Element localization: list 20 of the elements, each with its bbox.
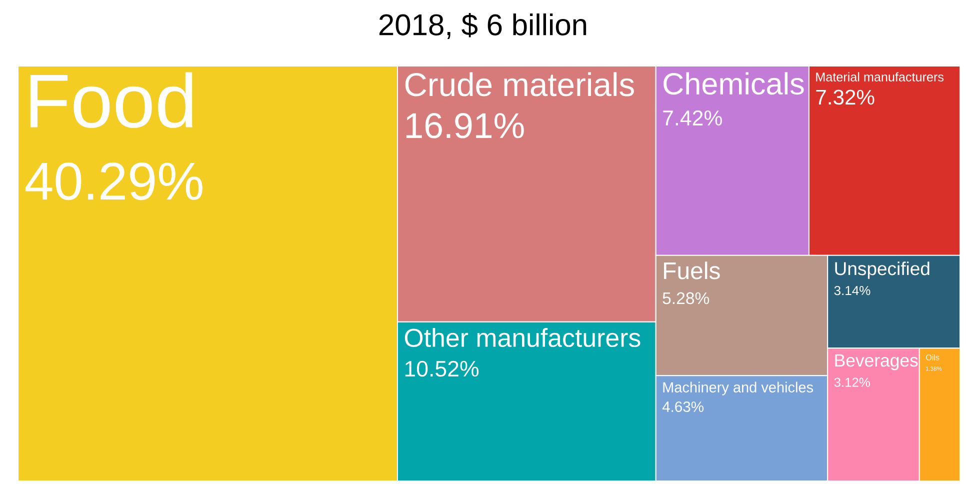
data-label: 4.63% [662, 402, 704, 412]
category-label: Fuels [664, 262, 720, 280]
data-label: 3.12% [834, 378, 870, 387]
category-label: Beverages [835, 354, 918, 370]
data-label: 40.29% [25, 162, 202, 200]
category-label: Machinery and vehicles [663, 382, 814, 396]
category-label: Chemicals [664, 72, 804, 95]
data-label: 7.42% [663, 110, 722, 126]
category-label: Oils [926, 354, 940, 360]
text: 2018, $ 6 billion [379, 12, 586, 40]
data-label: 5.28% [662, 292, 710, 304]
category-label: Material manufacturers [816, 72, 944, 82]
data-label: 16.91% [406, 112, 524, 138]
category-label: Other manufacturers [404, 328, 640, 348]
category-label: Food [30, 72, 192, 128]
data-label: 3.14% [834, 286, 870, 296]
data-label: 10.52% [405, 360, 479, 377]
data-label: 7.32% [816, 90, 874, 105]
category-label: Crude materials [405, 72, 634, 96]
category-label: Unspecified [835, 262, 930, 279]
